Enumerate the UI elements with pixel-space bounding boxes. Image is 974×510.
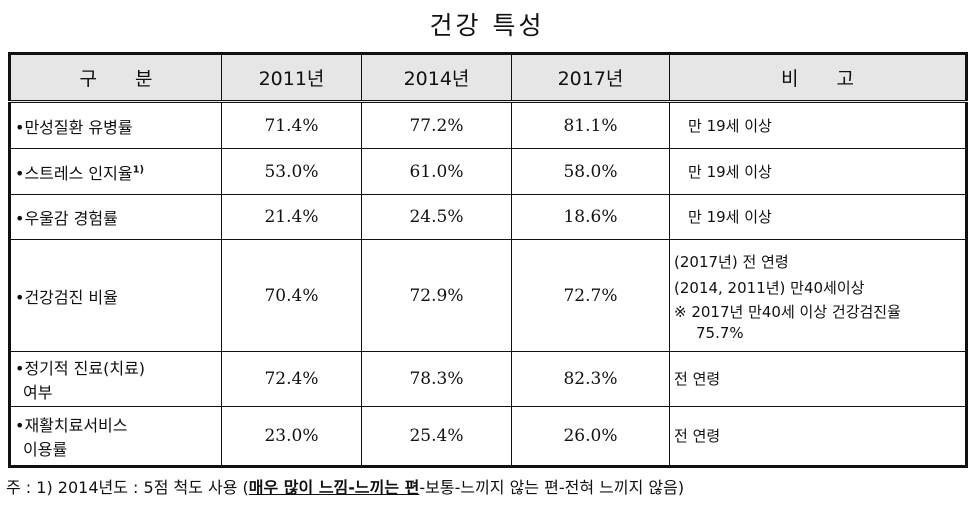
header-2017: 2017년	[511, 53, 670, 103]
value-2011: 23.0%	[221, 406, 362, 467]
value-2017: 18.6%	[511, 194, 670, 240]
table-row: •만성질환 유병률 71.4% 77.2% 81.1% 만 19세 이상	[9, 101, 967, 149]
value-2017: 58.0%	[511, 148, 670, 195]
remark: 만 19세 이상	[669, 194, 967, 240]
header-remarks: 비 고	[669, 53, 967, 103]
row-label-line: •재활치료서비스	[15, 416, 128, 435]
remark-line: (2017년) 전 연령	[674, 252, 789, 271]
header-2011: 2011년	[221, 53, 362, 103]
row-label: •스트레스 인지율1)	[9, 148, 222, 195]
remark: 만 19세 이상	[669, 148, 967, 195]
value-2014: 72.9%	[361, 239, 512, 352]
remark: (2017년) 전 연령 (2014, 2011년) 만40세이상 ※ 2017…	[669, 239, 967, 352]
value-2017: 81.1%	[511, 101, 670, 149]
row-label: •우울감 경험률	[9, 194, 222, 240]
header-row: 구 분 2011년 2014년 2017년 비 고	[9, 53, 967, 103]
page-title: 건강 특성	[429, 11, 545, 40]
table-row: •스트레스 인지율1) 53.0% 61.0% 58.0% 만 19세 이상	[9, 148, 967, 195]
value-2014: 61.0%	[361, 148, 512, 195]
row-label-line: 여부	[23, 383, 53, 402]
value-2017: 72.7%	[511, 239, 670, 352]
remark: 전 연령	[669, 351, 967, 407]
remark: 만 19세 이상	[669, 101, 967, 149]
footnote-underlined: 매우 많이 느낌-느끼는 편	[248, 478, 420, 497]
row-label: •건강검진 비율	[9, 239, 222, 352]
remark-line: ※ 2017년 만40세 이상 건강검진율	[674, 302, 901, 321]
value-2011: 53.0%	[221, 148, 362, 195]
value-2011: 21.4%	[221, 194, 362, 240]
footnote: 주 : 1) 2014년도 : 5점 척도 사용 (매우 많이 느낌-느끼는 편…	[6, 474, 684, 498]
value-2011: 70.4%	[221, 239, 362, 352]
table-row: •우울감 경험률 21.4% 24.5% 18.6% 만 19세 이상	[9, 194, 967, 240]
table-row: •건강검진 비율 70.4% 72.9% 72.7% (2017년) 전 연령 …	[9, 239, 967, 352]
row-label: •정기적 진료(치료) 여부	[9, 351, 222, 407]
value-2011: 71.4%	[221, 101, 362, 149]
row-label-text: •스트레스 인지율	[15, 163, 133, 183]
row-label-line: 이용률	[23, 440, 68, 459]
footnote-prefix: 주 : 1) 2014년도 : 5점 척도 사용 (	[6, 478, 249, 497]
table-row: •정기적 진료(치료) 여부 72.4% 78.3% 82.3% 전 연령	[9, 351, 967, 407]
value-2014: 77.2%	[361, 101, 512, 149]
row-label-line: •정기적 진료(치료)	[15, 359, 146, 378]
remark-line: (2014, 2011년) 만40세이상	[674, 278, 865, 297]
header-category: 구 분	[9, 53, 222, 103]
value-2011: 72.4%	[221, 351, 362, 407]
value-2017: 26.0%	[511, 406, 670, 467]
row-label: •만성질환 유병률	[9, 101, 222, 149]
value-2014: 24.5%	[361, 194, 512, 240]
value-2014: 78.3%	[361, 351, 512, 407]
remark: 전 연령	[669, 406, 967, 467]
value-2014: 25.4%	[361, 406, 512, 467]
value-2017: 82.3%	[511, 351, 670, 407]
remark-line: 75.7%	[696, 323, 744, 342]
header-2014: 2014년	[361, 53, 512, 103]
footnote-suffix: -보통-느끼지 않는 편-전혀 느끼지 않음)	[419, 478, 685, 497]
health-characteristics-table: 구 분 2011년 2014년 2017년 비 고 •만성질환 유병률 71.4…	[8, 52, 968, 468]
footnote-ref: 1)	[132, 164, 145, 176]
